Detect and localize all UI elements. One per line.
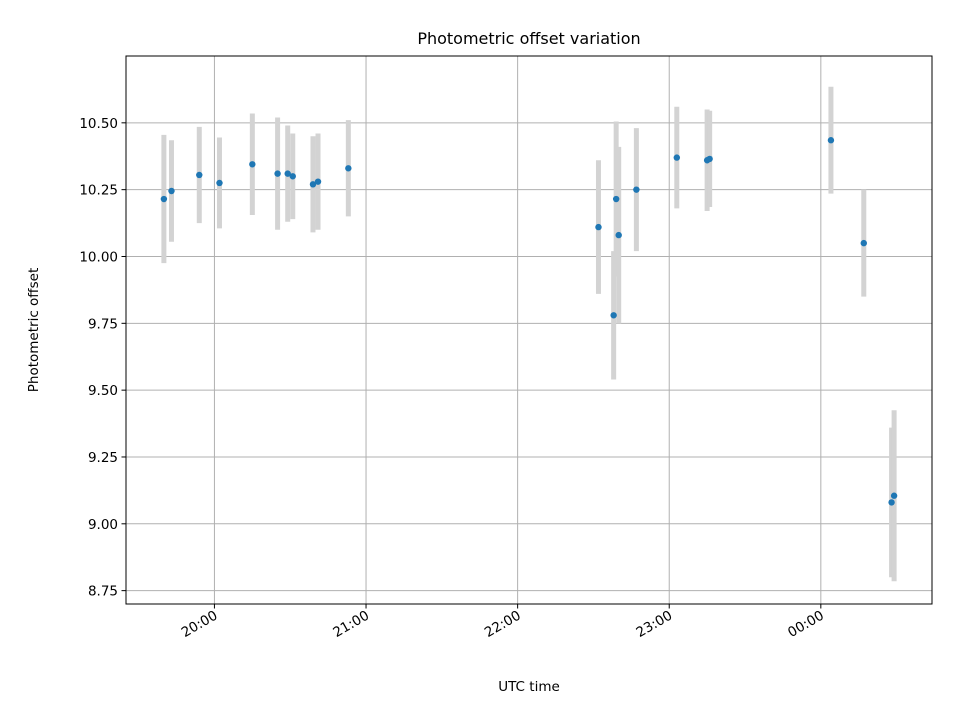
data-point xyxy=(345,165,352,172)
data-point xyxy=(860,239,867,247)
y-tick-label: 9.50 xyxy=(88,383,118,399)
y-axis-label: Photometric offset xyxy=(26,268,42,392)
data-point xyxy=(274,170,281,177)
plot-frame xyxy=(125,55,933,605)
y-axis-ticks: 8.75 9.00 9.25 9.50 9.75 10.00 10.25 10.50 xyxy=(79,116,126,600)
data-point xyxy=(888,499,895,506)
data-point xyxy=(890,492,898,499)
data-point xyxy=(612,195,620,203)
data-point xyxy=(827,137,835,144)
data-point xyxy=(595,223,602,231)
data-point xyxy=(160,195,168,203)
data-point xyxy=(314,178,322,185)
data-point xyxy=(673,154,681,161)
data-point xyxy=(633,186,640,193)
data-point xyxy=(168,187,175,195)
data-point xyxy=(196,171,203,179)
data-point xyxy=(706,155,713,163)
y-tick-label: 10.00 xyxy=(79,249,118,265)
y-tick-label: 10.50 xyxy=(79,116,118,132)
y-tick-label: 9.25 xyxy=(88,450,118,466)
x-axis-label: UTC time xyxy=(498,679,560,695)
chart-title: Photometric offset variation xyxy=(417,29,640,48)
data-point xyxy=(289,173,296,180)
data-points xyxy=(160,137,898,506)
y-tick-label: 9.75 xyxy=(88,316,118,332)
data-point xyxy=(610,312,617,319)
y-tick-label: 10.25 xyxy=(79,183,118,199)
y-tick-label: 9.00 xyxy=(88,517,118,533)
grid xyxy=(126,56,932,604)
data-point xyxy=(284,170,291,177)
data-point xyxy=(309,181,317,188)
y-tick-label: 8.75 xyxy=(88,584,118,600)
data-point xyxy=(615,231,622,239)
data-point xyxy=(216,179,223,187)
data-point xyxy=(249,161,256,168)
